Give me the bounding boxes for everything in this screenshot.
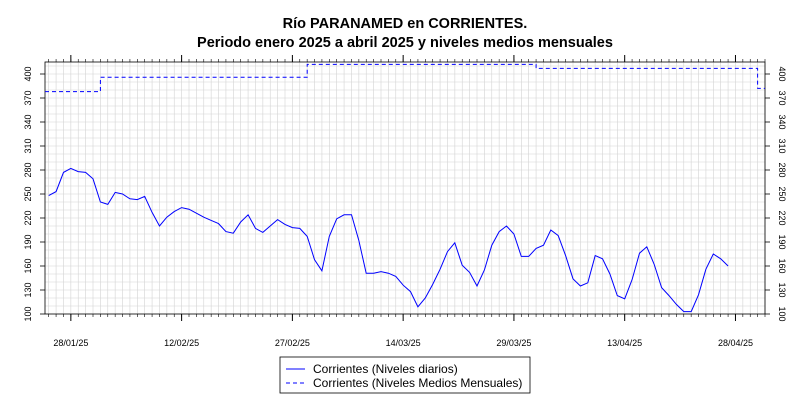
y-tick-label-right: 370 xyxy=(777,90,787,105)
y-tick-label-left: 280 xyxy=(23,162,33,177)
y-tick-label-right: 130 xyxy=(777,282,787,297)
y-tick-label-left: 190 xyxy=(23,234,33,249)
legend: Corrientes (Niveles diarios) Corrientes … xyxy=(279,356,531,394)
x-tick-label: 28/04/25 xyxy=(718,338,753,348)
axes: 100 100 130 130 160 160 190 190 220 220 250 250 280 2… xyxy=(23,55,787,348)
y-tick-label-right: 220 xyxy=(777,210,787,225)
legend-label-daily: Corrientes (Niveles diarios) xyxy=(313,362,458,376)
y-tick-label-left: 370 xyxy=(23,90,33,105)
y-tick-label-left: 340 xyxy=(23,114,33,129)
y-tick-label-right: 400 xyxy=(777,66,787,81)
y-tick-label-right: 190 xyxy=(777,234,787,249)
y-tick-label-right: 160 xyxy=(777,258,787,273)
x-tick-label: 29/03/25 xyxy=(496,338,531,348)
y-tick-label-right: 340 xyxy=(777,114,787,129)
x-tick-label: 12/02/25 xyxy=(164,338,199,348)
y-tick-label-right: 250 xyxy=(777,186,787,201)
x-tick-label: 13/04/25 xyxy=(607,338,642,348)
series-monthly-mean-line xyxy=(45,63,765,93)
y-tick-label-left: 100 xyxy=(23,306,33,321)
y-tick-label-left: 160 xyxy=(23,258,33,273)
y-tick-label-right: 310 xyxy=(777,138,787,153)
x-tick-label: 14/03/25 xyxy=(386,338,421,348)
x-tick-label: 28/01/25 xyxy=(53,338,88,348)
y-tick-label-left: 310 xyxy=(23,138,33,153)
chart-title: Río PARANAMED en CORRIENTES. xyxy=(283,16,528,32)
legend-label-monthly: Corrientes (Niveles Medios Mensuales) xyxy=(313,376,522,390)
grid xyxy=(45,62,766,315)
y-tick-label-right: 280 xyxy=(777,162,787,177)
chart-subtitle: Periodo enero 2025 a abril 2025 y nivele… xyxy=(197,35,613,51)
y-tick-label-right: 100 xyxy=(777,306,787,321)
y-tick-label-left: 220 xyxy=(23,210,33,225)
x-tick-label: 27/02/25 xyxy=(275,338,310,348)
legend-box xyxy=(279,356,531,394)
series-daily-line xyxy=(48,167,729,313)
y-tick-label-left: 130 xyxy=(23,282,33,297)
plot-frame xyxy=(44,61,766,315)
y-tick-label-left: 250 xyxy=(23,186,33,201)
y-tick-label-left: 400 xyxy=(23,66,33,81)
plot-area xyxy=(45,63,765,313)
